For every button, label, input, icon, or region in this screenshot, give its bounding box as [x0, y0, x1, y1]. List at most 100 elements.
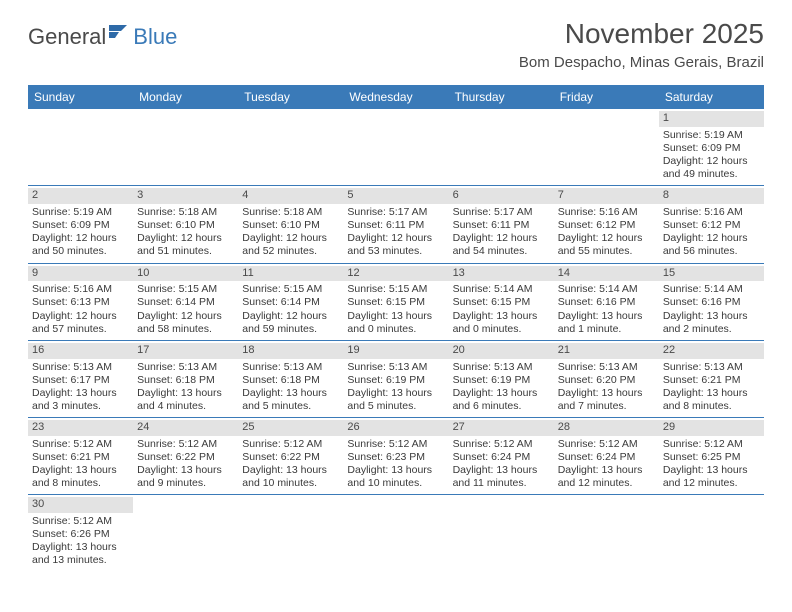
day-number: 30	[28, 497, 133, 513]
calendar-cell: 20 Sunrise: 5:13 AMSunset: 6:19 PMDayligh…	[449, 341, 554, 417]
calendar-cell: 18Sunrise: 5:13 AMSunset: 6:18 PMDayligh…	[238, 341, 343, 417]
calendar-cell: 14Sunrise: 5:14 AMSunset: 6:16 PMDayligh…	[554, 264, 659, 340]
sunset-text: Sunset: 6:18 PM	[137, 374, 234, 387]
day-number: 22	[659, 343, 764, 359]
sunset-text: Sunset: 6:12 PM	[558, 219, 655, 232]
sunset-text: Sunset: 6:26 PM	[32, 528, 129, 541]
daylight-text: Daylight: 12 hours and 51 minutes.	[137, 232, 234, 258]
day-number: 25	[238, 420, 343, 436]
daylight-text: Daylight: 12 hours and 59 minutes.	[242, 310, 339, 336]
calendar-cell	[449, 495, 554, 571]
sunrise-text: Sunrise: 5:12 AM	[347, 438, 444, 451]
calendar-cell: 2Sunrise: 5:19 AMSunset: 6:09 PMDaylight…	[28, 186, 133, 262]
sunrise-text: Sunrise: 5:13 AM	[32, 361, 129, 374]
daylight-text: Daylight: 13 hours and 5 minutes.	[347, 387, 444, 413]
daylight-text: Daylight: 13 hours and 0 minutes.	[453, 310, 550, 336]
sunset-text: Sunset: 6:11 PM	[453, 219, 550, 232]
sunset-text: Sunset: 6:25 PM	[663, 451, 760, 464]
day-header-tue: Tuesday	[238, 85, 343, 109]
sunrise-text: Sunrise: 5:12 AM	[242, 438, 339, 451]
calendar-cell: 23Sunrise: 5:12 AMSunset: 6:21 PMDayligh…	[28, 418, 133, 494]
calendar-cell: 10Sunrise: 5:15 AMSunset: 6:14 PMDayligh…	[133, 264, 238, 340]
calendar-cell: 6Sunrise: 5:17 AMSunset: 6:11 PMDaylight…	[449, 186, 554, 262]
daylight-text: Daylight: 13 hours and 7 minutes.	[558, 387, 655, 413]
daylight-text: Daylight: 13 hours and 10 minutes.	[242, 464, 339, 490]
day-number: 29	[659, 420, 764, 436]
calendar-cell: 8Sunrise: 5:16 AMSunset: 6:12 PMDaylight…	[659, 186, 764, 262]
sunrise-text: Sunrise: 5:16 AM	[558, 206, 655, 219]
sunrise-text: Sunrise: 5:19 AM	[663, 129, 760, 142]
sunrise-text: Sunrise: 5:13 AM	[453, 361, 550, 374]
daylight-text: Daylight: 12 hours and 53 minutes.	[347, 232, 444, 258]
sunrise-text: Sunrise: 5:14 AM	[453, 283, 550, 296]
day-number: 10	[133, 266, 238, 282]
daylight-text: Daylight: 13 hours and 3 minutes.	[32, 387, 129, 413]
calendar-cell: 22 Sunrise: 5:13 AMSunset: 6:21 PMDayligh…	[659, 341, 764, 417]
day-number: 1	[659, 111, 764, 127]
logo: General Blue	[28, 18, 177, 50]
calendar-cell	[133, 495, 238, 571]
sunrise-text: Sunrise: 5:17 AM	[347, 206, 444, 219]
sunrise-text: Sunrise: 5:13 AM	[663, 361, 760, 374]
day-number: 4	[238, 188, 343, 204]
calendar-cell: 28Sunrise: 5:12 AMSunset: 6:24 PMDayligh…	[554, 418, 659, 494]
calendar-cell	[449, 109, 554, 185]
sunrise-text: Sunrise: 5:17 AM	[453, 206, 550, 219]
sunrise-text: Sunrise: 5:12 AM	[558, 438, 655, 451]
calendar-cell	[238, 495, 343, 571]
sunset-text: Sunset: 6:22 PM	[137, 451, 234, 464]
logo-text-blue: Blue	[133, 24, 177, 50]
sunrise-text: Sunrise: 5:12 AM	[32, 438, 129, 451]
page-subtitle: Bom Despacho, Minas Gerais, Brazil	[519, 54, 764, 71]
day-number: 3	[133, 188, 238, 204]
day-header-sat: Saturday	[659, 85, 764, 109]
day-number: 24	[133, 420, 238, 436]
calendar-cell: 17Sunrise: 5:13 AMSunset: 6:18 PMDayligh…	[133, 341, 238, 417]
sunset-text: Sunset: 6:09 PM	[663, 142, 760, 155]
sunset-text: Sunset: 6:12 PM	[663, 219, 760, 232]
sunset-text: Sunset: 6:19 PM	[453, 374, 550, 387]
sunset-text: Sunset: 6:15 PM	[347, 296, 444, 309]
sunrise-text: Sunrise: 5:16 AM	[663, 206, 760, 219]
day-number: 5	[343, 188, 448, 204]
sunset-text: Sunset: 6:21 PM	[663, 374, 760, 387]
calendar-cell: 3Sunrise: 5:18 AMSunset: 6:10 PMDaylight…	[133, 186, 238, 262]
daylight-text: Daylight: 12 hours and 52 minutes.	[242, 232, 339, 258]
sunset-text: Sunset: 6:24 PM	[453, 451, 550, 464]
calendar-week: 23Sunrise: 5:12 AMSunset: 6:21 PMDayligh…	[28, 418, 764, 495]
daylight-text: Daylight: 13 hours and 6 minutes.	[453, 387, 550, 413]
daylight-text: Daylight: 13 hours and 12 minutes.	[663, 464, 760, 490]
calendar-cell: 11Sunrise: 5:15 AMSunset: 6:14 PMDayligh…	[238, 264, 343, 340]
day-number: 27	[449, 420, 554, 436]
calendar-cell	[28, 109, 133, 185]
sunrise-text: Sunrise: 5:16 AM	[32, 283, 129, 296]
calendar-cell	[343, 109, 448, 185]
day-number: 14	[554, 266, 659, 282]
sunrise-text: Sunrise: 5:15 AM	[137, 283, 234, 296]
sunrise-text: Sunrise: 5:14 AM	[558, 283, 655, 296]
day-number: 8	[659, 188, 764, 204]
day-number: 20	[449, 343, 554, 359]
sunset-text: Sunset: 6:09 PM	[32, 219, 129, 232]
day-number: 19	[343, 343, 448, 359]
calendar-cell: 5Sunrise: 5:17 AMSunset: 6:11 PMDaylight…	[343, 186, 448, 262]
sunset-text: Sunset: 6:14 PM	[242, 296, 339, 309]
daylight-text: Daylight: 13 hours and 11 minutes.	[453, 464, 550, 490]
day-number: 16	[28, 343, 133, 359]
calendar-cell: 27Sunrise: 5:12 AMSunset: 6:24 PMDayligh…	[449, 418, 554, 494]
day-header-thu: Thursday	[449, 85, 554, 109]
calendar-cell: 15Sunrise: 5:14 AMSunset: 6:16 PMDayligh…	[659, 264, 764, 340]
page-header: General Blue November 2025 Bom Despacho,…	[0, 0, 792, 77]
day-header-mon: Monday	[133, 85, 238, 109]
day-number: 15	[659, 266, 764, 282]
calendar-cell: 21Sunrise: 5:13 AMSunset: 6:20 PMDayligh…	[554, 341, 659, 417]
calendar-cell	[133, 109, 238, 185]
logo-text-general: General	[28, 24, 106, 50]
daylight-text: Daylight: 12 hours and 55 minutes.	[558, 232, 655, 258]
daylight-text: Daylight: 13 hours and 8 minutes.	[663, 387, 760, 413]
day-header-wed: Wednesday	[343, 85, 448, 109]
sunrise-text: Sunrise: 5:14 AM	[663, 283, 760, 296]
sunset-text: Sunset: 6:13 PM	[32, 296, 129, 309]
calendar-cell: 30Sunrise: 5:12 AMSunset: 6:26 PMDayligh…	[28, 495, 133, 571]
calendar-body: 1Sunrise: 5:19 AMSunset: 6:09 PMDaylight…	[28, 109, 764, 572]
